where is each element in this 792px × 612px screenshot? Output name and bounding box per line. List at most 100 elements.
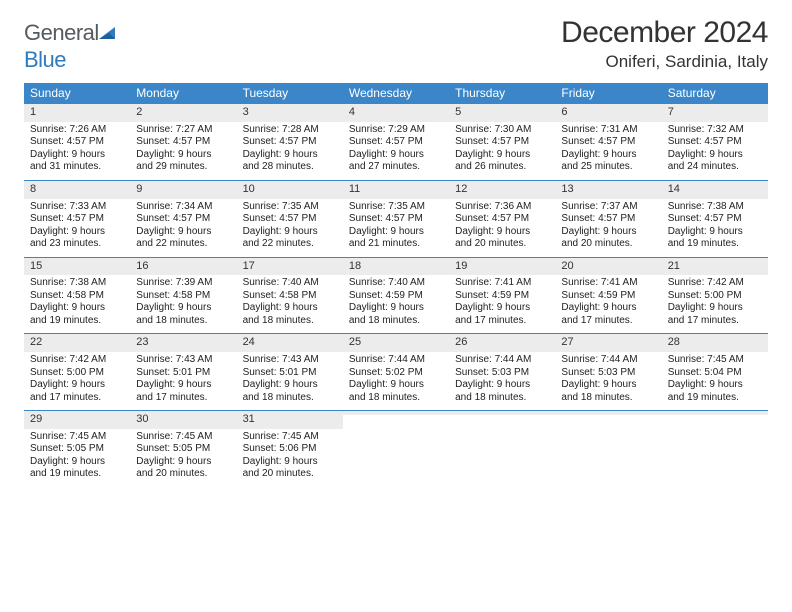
daylight-line1: Daylight: 9 hours (30, 456, 124, 469)
dow-wednesday: Wednesday (343, 83, 449, 103)
day-body: Sunrise: 7:41 AMSunset: 4:59 PMDaylight:… (555, 275, 661, 333)
sunset-text: Sunset: 4:57 PM (668, 136, 762, 149)
daylight-line2: and 19 minutes. (30, 315, 124, 328)
daylight-line2: and 28 minutes. (243, 161, 337, 174)
day-number: 12 (449, 181, 555, 199)
calendar-day-cell: 4Sunrise: 7:29 AMSunset: 4:57 PMDaylight… (343, 103, 449, 180)
sunset-text: Sunset: 4:57 PM (30, 136, 124, 149)
sunrise-text: Sunrise: 7:43 AM (243, 354, 337, 367)
sunset-text: Sunset: 4:58 PM (243, 290, 337, 303)
day-body: Sunrise: 7:40 AMSunset: 4:58 PMDaylight:… (237, 275, 343, 333)
day-number: 29 (24, 411, 130, 429)
daylight-line1: Daylight: 9 hours (243, 149, 337, 162)
day-body: Sunrise: 7:45 AMSunset: 5:04 PMDaylight:… (662, 352, 768, 410)
day-number: 10 (237, 181, 343, 199)
day-body: Sunrise: 7:40 AMSunset: 4:59 PMDaylight:… (343, 275, 449, 333)
calendar-day-cell: 14Sunrise: 7:38 AMSunset: 4:57 PMDayligh… (662, 180, 768, 257)
daylight-line1: Daylight: 9 hours (136, 226, 230, 239)
day-number: 21 (662, 258, 768, 276)
sunset-text: Sunset: 4:59 PM (349, 290, 443, 303)
day-number: 20 (555, 258, 661, 276)
sunset-text: Sunset: 4:57 PM (561, 136, 655, 149)
sunset-text: Sunset: 5:04 PM (668, 367, 762, 380)
day-body (343, 415, 449, 469)
sunset-text: Sunset: 5:06 PM (243, 443, 337, 456)
sunset-text: Sunset: 4:57 PM (136, 136, 230, 149)
day-number: 11 (343, 181, 449, 199)
calendar-day-cell: 31Sunrise: 7:45 AMSunset: 5:06 PMDayligh… (237, 410, 343, 487)
calendar-day-cell: 13Sunrise: 7:37 AMSunset: 4:57 PMDayligh… (555, 180, 661, 257)
daylight-line1: Daylight: 9 hours (349, 379, 443, 392)
sunset-text: Sunset: 5:00 PM (668, 290, 762, 303)
day-body: Sunrise: 7:42 AMSunset: 5:00 PMDaylight:… (662, 275, 768, 333)
day-number: 28 (662, 334, 768, 352)
calendar-day-cell: 7Sunrise: 7:32 AMSunset: 4:57 PMDaylight… (662, 103, 768, 180)
calendar-day-cell (555, 410, 661, 487)
daylight-line1: Daylight: 9 hours (561, 149, 655, 162)
daylight-line2: and 21 minutes. (349, 238, 443, 251)
calendar-day-cell: 19Sunrise: 7:41 AMSunset: 4:59 PMDayligh… (449, 257, 555, 334)
day-body: Sunrise: 7:36 AMSunset: 4:57 PMDaylight:… (449, 199, 555, 257)
sunset-text: Sunset: 4:57 PM (668, 213, 762, 226)
page-header: General Blue December 2024 Oniferi, Sard… (24, 16, 768, 73)
dow-friday: Friday (555, 83, 661, 103)
daylight-line1: Daylight: 9 hours (349, 149, 443, 162)
day-body: Sunrise: 7:30 AMSunset: 4:57 PMDaylight:… (449, 122, 555, 180)
sunrise-text: Sunrise: 7:42 AM (30, 354, 124, 367)
sunrise-text: Sunrise: 7:43 AM (136, 354, 230, 367)
calendar-day-cell: 25Sunrise: 7:44 AMSunset: 5:02 PMDayligh… (343, 333, 449, 410)
daylight-line2: and 23 minutes. (30, 238, 124, 251)
calendar-table: Sunday Monday Tuesday Wednesday Thursday… (24, 83, 768, 487)
daylight-line1: Daylight: 9 hours (136, 149, 230, 162)
sunrise-text: Sunrise: 7:29 AM (349, 124, 443, 137)
day-body: Sunrise: 7:35 AMSunset: 4:57 PMDaylight:… (237, 199, 343, 257)
logo-text-general: General (24, 20, 99, 45)
daylight-line2: and 17 minutes. (136, 392, 230, 405)
sunset-text: Sunset: 4:59 PM (561, 290, 655, 303)
daylight-line2: and 18 minutes. (243, 315, 337, 328)
daylight-line2: and 22 minutes. (243, 238, 337, 251)
location-subtitle: Oniferi, Sardinia, Italy (561, 52, 768, 72)
sunrise-text: Sunrise: 7:35 AM (243, 201, 337, 214)
sunset-text: Sunset: 4:57 PM (243, 136, 337, 149)
title-block: December 2024 Oniferi, Sardinia, Italy (561, 16, 768, 72)
day-body: Sunrise: 7:42 AMSunset: 5:00 PMDaylight:… (24, 352, 130, 410)
calendar-day-cell: 6Sunrise: 7:31 AMSunset: 4:57 PMDaylight… (555, 103, 661, 180)
calendar-day-cell: 29Sunrise: 7:45 AMSunset: 5:05 PMDayligh… (24, 410, 130, 487)
daylight-line2: and 18 minutes. (561, 392, 655, 405)
calendar-day-cell: 23Sunrise: 7:43 AMSunset: 5:01 PMDayligh… (130, 333, 236, 410)
daylight-line2: and 17 minutes. (668, 315, 762, 328)
daylight-line1: Daylight: 9 hours (561, 379, 655, 392)
day-body: Sunrise: 7:27 AMSunset: 4:57 PMDaylight:… (130, 122, 236, 180)
day-body: Sunrise: 7:39 AMSunset: 4:58 PMDaylight:… (130, 275, 236, 333)
dow-monday: Monday (130, 83, 236, 103)
day-body: Sunrise: 7:45 AMSunset: 5:05 PMDaylight:… (24, 429, 130, 487)
sunrise-text: Sunrise: 7:44 AM (561, 354, 655, 367)
day-body: Sunrise: 7:43 AMSunset: 5:01 PMDaylight:… (130, 352, 236, 410)
sunrise-text: Sunrise: 7:44 AM (349, 354, 443, 367)
day-body: Sunrise: 7:43 AMSunset: 5:01 PMDaylight:… (237, 352, 343, 410)
day-number: 7 (662, 104, 768, 122)
daylight-line2: and 17 minutes. (561, 315, 655, 328)
daylight-line2: and 17 minutes. (30, 392, 124, 405)
sunrise-text: Sunrise: 7:44 AM (455, 354, 549, 367)
daylight-line1: Daylight: 9 hours (30, 379, 124, 392)
sunset-text: Sunset: 4:57 PM (136, 213, 230, 226)
daylight-line2: and 27 minutes. (349, 161, 443, 174)
daylight-line1: Daylight: 9 hours (668, 302, 762, 315)
brand-logo: General Blue (24, 16, 117, 73)
calendar-day-cell: 16Sunrise: 7:39 AMSunset: 4:58 PMDayligh… (130, 257, 236, 334)
daylight-line1: Daylight: 9 hours (243, 379, 337, 392)
day-number: 24 (237, 334, 343, 352)
day-number: 4 (343, 104, 449, 122)
sunrise-text: Sunrise: 7:28 AM (243, 124, 337, 137)
calendar-day-cell: 22Sunrise: 7:42 AMSunset: 5:00 PMDayligh… (24, 333, 130, 410)
sunrise-text: Sunrise: 7:38 AM (668, 201, 762, 214)
sunrise-text: Sunrise: 7:41 AM (561, 277, 655, 290)
sunset-text: Sunset: 4:57 PM (30, 213, 124, 226)
calendar-day-cell: 26Sunrise: 7:44 AMSunset: 5:03 PMDayligh… (449, 333, 555, 410)
calendar-day-cell: 18Sunrise: 7:40 AMSunset: 4:59 PMDayligh… (343, 257, 449, 334)
sunrise-text: Sunrise: 7:34 AM (136, 201, 230, 214)
sunset-text: Sunset: 4:59 PM (455, 290, 549, 303)
daylight-line2: and 20 minutes. (243, 468, 337, 481)
